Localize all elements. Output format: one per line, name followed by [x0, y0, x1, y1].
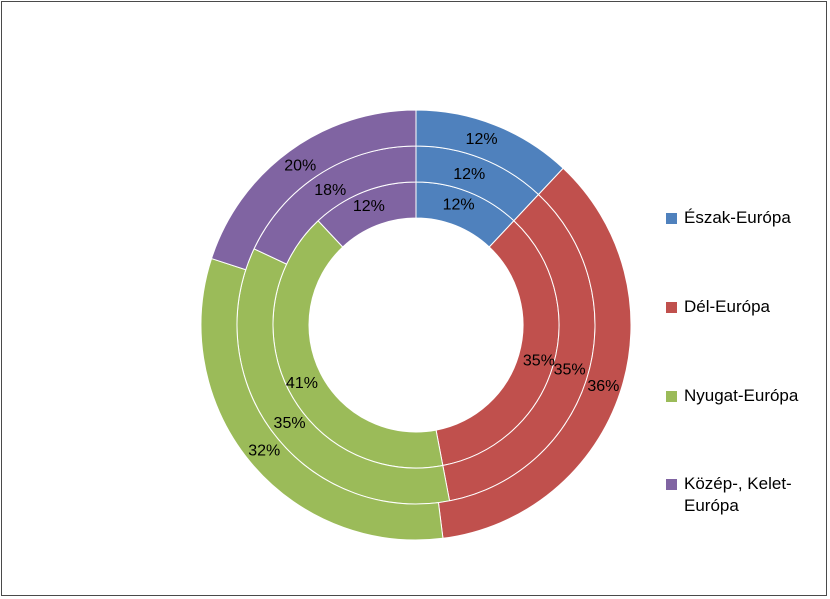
legend-swatch-kozep-kelet: [666, 479, 677, 490]
legend-label-kozep-kelet: Közép-, Kelet-Európa: [684, 474, 792, 515]
middle-ring-label-nyugat: 35%: [274, 415, 306, 432]
middle-ring-label-eszak: 12%: [453, 166, 485, 183]
middle-ring-label-kozep-kelet: 18%: [314, 182, 346, 199]
legend-item-nyugat: Nyugat-Európa: [666, 385, 824, 407]
inner-ring-label-kozep-kelet: 12%: [353, 198, 385, 215]
middle-ring-label-del: 35%: [554, 362, 586, 379]
legend-item-del: Dél-Európa: [666, 296, 824, 318]
legend-label-eszak: Észak-Európa: [684, 208, 791, 227]
legend-item-kozep-kelet: Közép-, Kelet-Európa: [666, 473, 824, 517]
outer-ring-label-eszak: 12%: [466, 131, 498, 148]
outer-ring-slice-kozep-kelet: [210, 109, 417, 271]
outer-ring-label-nyugat: 32%: [248, 443, 280, 460]
legend-swatch-del: [666, 302, 677, 313]
legend-label-nyugat: Nyugat-Európa: [684, 386, 799, 405]
legend-swatch-eszak: [666, 213, 677, 224]
inner-ring-label-del: 35%: [523, 353, 555, 370]
legend-item-eszak: Észak-Európa: [666, 207, 824, 229]
inner-ring-label-nyugat: 41%: [286, 375, 318, 392]
legend-label-del: Dél-Európa: [684, 297, 770, 316]
outer-ring-label-kozep-kelet: 20%: [284, 158, 316, 175]
outer-ring-label-del: 36%: [587, 378, 619, 395]
legend-swatch-nyugat: [666, 391, 677, 402]
inner-ring-label-eszak: 12%: [443, 196, 475, 213]
